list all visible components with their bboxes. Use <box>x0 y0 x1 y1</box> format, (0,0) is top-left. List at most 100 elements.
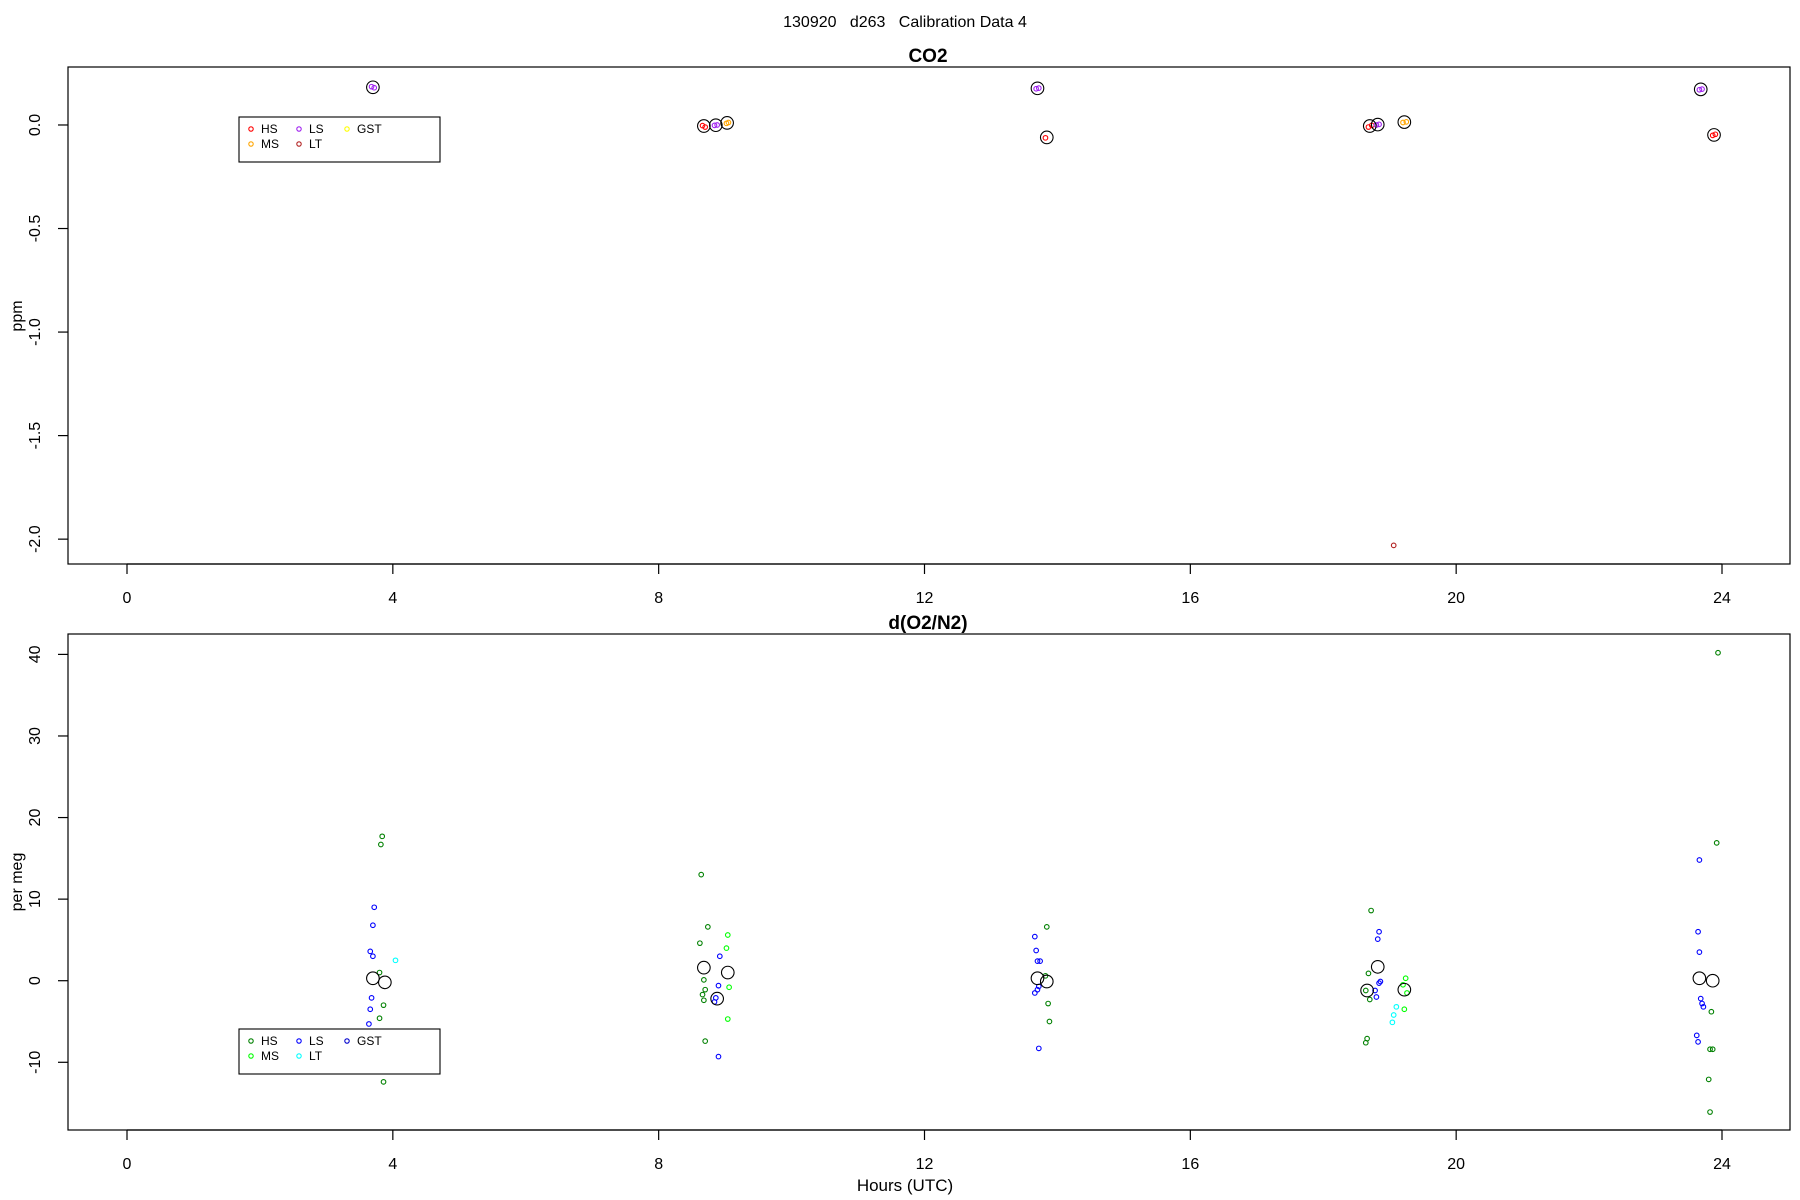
o2n2-point-hs <box>379 833 386 840</box>
o2n2-x-tick-label: 4 <box>388 1156 397 1173</box>
o2n2-point-hs <box>1368 907 1374 914</box>
o2n2-point-ls <box>1033 947 1039 954</box>
o2n2-legend-box <box>238 1028 441 1075</box>
co2-mean-marker <box>720 116 734 130</box>
co2-point-ls <box>1376 121 1382 128</box>
co2-x-tick-label: 4 <box>388 590 397 607</box>
o2n2-point-ls <box>1695 1039 1701 1045</box>
o2n2-x-tick-label: 20 <box>1447 1156 1465 1173</box>
co2-mean-marker <box>1370 117 1385 132</box>
o2n2-point-hs <box>380 1079 387 1085</box>
co2-point-lt <box>1390 542 1397 549</box>
o2n2-point-ls <box>1031 933 1038 940</box>
o2n2-y-tick-label: -10 <box>27 1051 44 1074</box>
co2-point-ls <box>711 122 718 129</box>
o2n2-mean-marker <box>1692 971 1707 986</box>
o2n2-point-ms <box>1402 975 1409 982</box>
o2n2-point-ls <box>1697 995 1704 1002</box>
o2n2-mean-marker <box>1370 959 1385 974</box>
o2n2-point-ls <box>1031 990 1038 996</box>
o2n2-point-hs <box>1707 1046 1713 1053</box>
o2n2-point-ls <box>371 904 378 911</box>
o2n2-point-lt <box>1389 1019 1396 1026</box>
o2n2-point-lt <box>1390 1012 1397 1018</box>
co2-point-ms <box>1403 119 1410 125</box>
o2n2-legend-label-lt: LT <box>309 1049 323 1063</box>
co2-y-tick-label: 0.0 <box>27 114 44 136</box>
o2n2-point-ls <box>367 948 374 955</box>
o2n2-mean-marker <box>710 991 725 1006</box>
co2-point-ms <box>1400 119 1406 126</box>
o2n2-point-ms <box>724 1016 731 1022</box>
o2n2-point-hs <box>701 997 707 1004</box>
co2-panel: CO2 ppm 0 4 8 12 16 20 24 0.0 -0.5 -1.0 -1.5 -2.0 H… <box>9 46 1791 607</box>
o2n2-legend-label-gst: GST <box>357 1034 382 1048</box>
o2n2-point-ls <box>1034 958 1041 964</box>
o2n2-mean-marker <box>697 960 711 975</box>
o2n2-point-hs <box>376 969 383 976</box>
o2n2-x-tick-label: 0 <box>123 1156 132 1173</box>
o2n2-mean-marker <box>1030 971 1045 986</box>
co2-legend-marker-lt <box>296 141 302 147</box>
co2-x-tick-label: 0 <box>123 590 132 607</box>
co2-panel-title: CO2 <box>908 46 947 67</box>
co2-mean-marker <box>1707 128 1721 142</box>
co2-point-hs <box>1712 131 1719 138</box>
o2n2-point-ls <box>1695 928 1701 935</box>
co2-point-hs <box>1042 134 1049 141</box>
co2-y-tick-label: -0.5 <box>27 215 44 243</box>
co2-mean-marker <box>366 80 380 95</box>
o2n2-mean-marker <box>378 975 392 990</box>
o2n2-point-hs <box>1709 1046 1716 1053</box>
o2n2-point-ms <box>726 984 732 991</box>
o2n2-point-ls <box>1376 980 1382 987</box>
co2-mean-marker <box>1039 130 1054 145</box>
co2-legend-label-ls: LS <box>309 122 324 136</box>
co2-point-ls <box>714 122 721 128</box>
o2n2-marks <box>366 649 1721 1115</box>
co2-legend-label-hs: HS <box>261 122 278 136</box>
o2n2-y-tick-label: 30 <box>27 727 44 745</box>
co2-point-ls <box>1035 85 1042 91</box>
o2n2-mean-marker <box>1039 974 1054 989</box>
co2-axes: 0 4 8 12 16 20 24 0.0 -0.5 -1.0 -1.5 -2.0 <box>27 114 1731 607</box>
o2n2-point-ls <box>1373 994 1380 1000</box>
o2n2-point-ls <box>1374 936 1381 942</box>
o2n2-point-hs <box>1366 996 1373 1003</box>
co2-x-tick-label: 8 <box>654 590 663 607</box>
o2n2-point-ms <box>1401 1006 1408 1013</box>
co2-mean-marker <box>1693 82 1708 97</box>
o2n2-point-hs <box>1046 1018 1053 1025</box>
co2-legend-label-ms: MS <box>261 137 279 151</box>
o2n2-point-hs <box>1707 1109 1713 1115</box>
co2-mean-marker <box>708 118 723 133</box>
o2n2-point-hs <box>380 1002 387 1009</box>
o2n2-legend-marker-gst <box>344 1038 350 1044</box>
o2n2-y-tick-label: 0 <box>27 976 44 985</box>
o2n2-legend-marker-lt <box>296 1053 302 1059</box>
co2-point-ls <box>1699 86 1705 93</box>
co2-point-ls <box>371 84 378 91</box>
o2n2-point-ls <box>715 1053 722 1060</box>
o2n2-mean-marker <box>1360 983 1374 998</box>
o2n2-point-ls <box>1700 1003 1707 1010</box>
o2n2-point-hs <box>699 991 706 998</box>
o2n2-mean-marker <box>720 965 735 980</box>
o2n2-point-hs <box>1043 924 1050 930</box>
co2-legend-label-lt: LT <box>309 137 323 151</box>
o2n2-point-ls <box>716 953 723 960</box>
o2n2-point-ls <box>1037 958 1043 964</box>
co2-legend-marker-ls <box>296 126 302 132</box>
o2n2-panel: d(O2/N2) per meg Hours (UTC) 0 4 8 12 16 20 24… <box>9 613 1791 1195</box>
o2n2-axes: 0 4 8 12 16 20 24 -10 0 10 20 30 40 <box>27 645 1731 1173</box>
co2-x-tick-label: 16 <box>1181 590 1199 607</box>
co2-point-hs <box>702 124 709 130</box>
o2n2-point-ls <box>1693 1032 1700 1039</box>
co2-x-tick-label: 24 <box>1713 590 1731 607</box>
o2n2-point-hs <box>698 871 705 878</box>
o2n2-x-axis-label: Hours (UTC) <box>857 1176 953 1195</box>
o2n2-point-hs <box>1362 987 1369 994</box>
o2n2-point-ls <box>1699 1000 1705 1007</box>
